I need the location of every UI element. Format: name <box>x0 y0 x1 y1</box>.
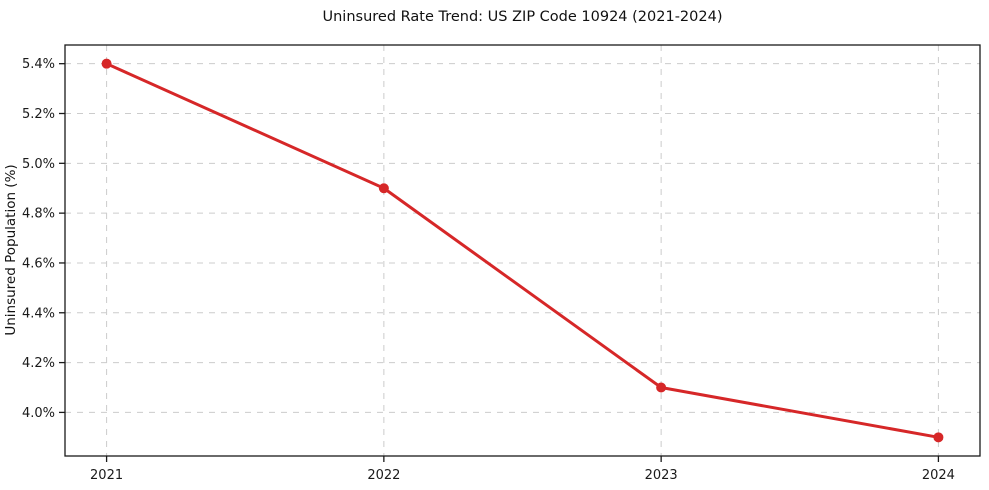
y-tick-label: 4.6% <box>22 256 55 271</box>
data-point <box>656 382 667 393</box>
y-tick-label: 4.0% <box>22 406 55 421</box>
plot-border <box>64 44 981 457</box>
x-tick-label: 2023 <box>645 468 678 483</box>
y-tick-label: 4.4% <box>22 306 55 321</box>
trend-line <box>105 62 940 439</box>
x-tick-label: 2024 <box>922 468 955 483</box>
chart-title: Uninsured Rate Trend: US ZIP Code 10924 … <box>323 9 723 25</box>
y-tick-label: 4.2% <box>22 356 55 371</box>
data-point <box>933 432 944 443</box>
x-tick-label: 2022 <box>367 468 400 483</box>
x-tick-label: 2021 <box>90 468 123 483</box>
data-point <box>101 58 112 69</box>
y-tick-label: 4.8% <box>22 207 55 222</box>
y-tick-label: 5.2% <box>22 107 55 122</box>
y-tick-label: 5.0% <box>22 157 55 172</box>
y-tick-label: 5.4% <box>22 57 55 72</box>
y-axis-label: Uninsured Population (%) <box>3 164 19 335</box>
data-point <box>378 183 389 194</box>
